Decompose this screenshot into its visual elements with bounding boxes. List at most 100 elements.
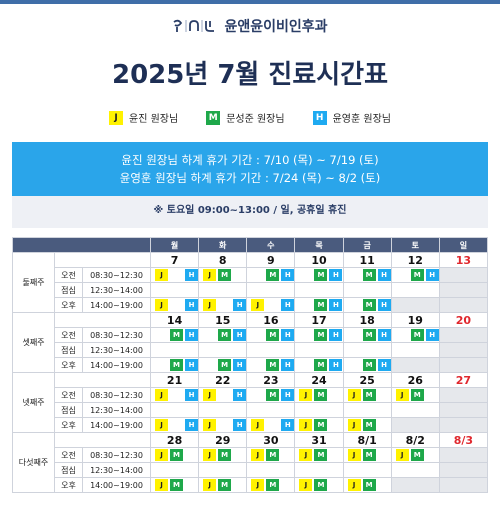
date-cell: 8: [198, 252, 248, 268]
doctor-badge: J: [347, 479, 361, 491]
legend-badge: J: [109, 110, 124, 125]
date-cell: 11: [342, 252, 392, 268]
doctor-badge: M: [362, 329, 376, 341]
date-cell: 29: [198, 432, 248, 448]
date-cell: 12: [390, 252, 440, 268]
doctor-badge: J: [203, 419, 217, 431]
session-name: 오후: [54, 477, 83, 493]
session-hours: 14:00~19:00: [81, 417, 152, 433]
legend-label: 문성준 원장님: [226, 114, 285, 125]
session-hours: 08:30~12:30: [81, 327, 152, 343]
doctor-badge: M: [266, 269, 280, 281]
doctor-badge: J: [203, 269, 217, 281]
doctor-badge: H: [425, 329, 439, 341]
schedule-cell: [390, 342, 440, 358]
legend-item: J 윤진 원장님: [109, 110, 178, 125]
doctor-badge: H: [281, 419, 295, 431]
doctor-badge: H: [233, 359, 247, 371]
legend-label: 윤영훈 원장님: [332, 114, 391, 125]
date-cell: 8/1: [342, 432, 392, 448]
session-name: 점심: [54, 462, 83, 478]
doctor-badge: M: [314, 389, 328, 401]
doctor-badge: M: [314, 359, 328, 371]
date-cell: 19: [390, 312, 440, 328]
date-cell: 16: [246, 312, 296, 328]
doctor-badge: J: [395, 449, 409, 461]
vacation-banner: 윤진 원장님 하계 휴가 기간 : 7/10 (목) ~ 7/19 (토) 윤영…: [12, 142, 488, 196]
legend-badge: H: [312, 110, 327, 125]
date-cell: 24: [294, 372, 344, 388]
session-hours: 08:30~12:30: [81, 267, 152, 283]
date-row-blank: [53, 432, 152, 448]
vacation-line-1: 윤진 원장님 하계 휴가 기간 : 7/10 (목) ~ 7/19 (토): [121, 153, 379, 167]
schedule-cell: [438, 387, 489, 403]
date-cell: 10: [294, 252, 344, 268]
doctor-legend: J 윤진 원장님 M 문성준 원장님 H 윤영훈 원장님: [0, 110, 500, 125]
vacation-line-2: 윤영훈 원장님 하계 휴가 기간 : 7/24 (목) ~ 8/2 (토): [119, 171, 381, 185]
doctor-badge: M: [362, 389, 376, 401]
doctor-badge: M: [170, 359, 184, 371]
schedule-cell: [246, 462, 296, 478]
session-row: 점심 12:30~14:00: [13, 402, 489, 418]
doctor-badge: M: [410, 269, 424, 281]
schedule-cell: [294, 402, 344, 418]
session-row: 오전 08:30~12:30 J M J M J M J M J M J M: [13, 447, 489, 463]
doctor-badge: J: [155, 419, 169, 431]
doctor-badge: H: [329, 299, 343, 311]
doctor-badge: J: [251, 299, 265, 311]
doctor-badge: H: [185, 359, 199, 371]
header-blank: [11, 237, 152, 253]
doctor-badge: J: [155, 389, 169, 401]
doctor-badge: M: [362, 479, 376, 491]
session-row: 오후 14:00~19:00 J H J H J H M H M H: [13, 297, 489, 313]
day-header: 목: [294, 237, 344, 253]
day-header: 수: [246, 237, 296, 253]
date-row-blank: [53, 312, 152, 328]
legend-item: M 문성준 원장님: [206, 110, 285, 125]
doctor-badge: M: [266, 389, 280, 401]
session-hours: 14:00~19:00: [81, 357, 152, 373]
session-row: 점심 12:30~14:00: [13, 462, 489, 478]
doctor-badge: H: [329, 269, 343, 281]
doctor-badge: H: [233, 419, 247, 431]
doctor-badge: M: [170, 329, 184, 341]
doctor-badge: M: [362, 419, 376, 431]
date-cell: 14: [150, 312, 200, 328]
day-header: 월: [150, 237, 200, 253]
doctor-badge: J: [251, 479, 265, 491]
doctor-badge: J: [203, 479, 217, 491]
doctor-badge: J: [347, 389, 361, 401]
schedule-cell: [246, 282, 296, 298]
page-title: 2025년 7월 진료시간표: [112, 60, 388, 90]
doctor-badge: J: [203, 449, 217, 461]
session-name: 점심: [54, 342, 83, 358]
doctor-badge: H: [233, 329, 247, 341]
session-name: 오후: [54, 297, 83, 313]
doctor-badge: J: [347, 419, 361, 431]
schedule-cell: [390, 417, 440, 433]
schedule-cell: [390, 282, 440, 298]
doctor-badge: M: [218, 479, 232, 491]
session-name: 점심: [54, 402, 83, 418]
date-cell: 22: [198, 372, 248, 388]
doctor-badge: M: [314, 299, 328, 311]
session-row: 오전 08:30~12:30 J H J M M H M H M H M H: [13, 267, 489, 283]
date-cell: 27: [438, 372, 489, 388]
doctor-badge: H: [329, 329, 343, 341]
